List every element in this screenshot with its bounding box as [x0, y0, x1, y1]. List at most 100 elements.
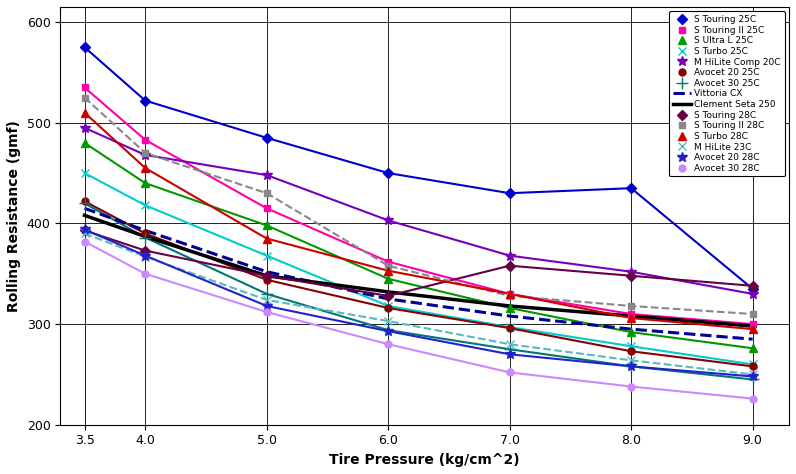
- M HiLite Comp 20C: [626, 269, 636, 274]
- Avocet 30 25C: [140, 235, 150, 240]
- S Turbo 25C: [747, 362, 757, 367]
- M HiLite Comp 20C: [262, 172, 271, 178]
- S Turbo 25C: [80, 170, 89, 176]
- M HiLite 23C: [505, 341, 514, 347]
- S Turbo 28C: [626, 315, 636, 321]
- Avocet 30 28C: [747, 396, 757, 401]
- Avocet 30 28C: [262, 309, 271, 315]
- Line: Avocet 30 28C: Avocet 30 28C: [81, 238, 756, 402]
- X-axis label: Tire Pressure (kg/cm^2): Tire Pressure (kg/cm^2): [330, 453, 520, 467]
- Line: M HiLite 23C: M HiLite 23C: [80, 229, 757, 379]
- S Touring 28C: [262, 273, 271, 279]
- M HiLite 23C: [384, 318, 393, 324]
- S Ultra L 25C: [384, 276, 393, 282]
- Legend: S Touring 25C, S Touring II 25C, S Ultra L 25C, S Turbo 25C, M HiLite Comp 20C, : S Touring 25C, S Touring II 25C, S Ultra…: [669, 11, 785, 176]
- S Touring II 25C: [747, 321, 757, 327]
- S Touring II 25C: [505, 291, 514, 297]
- S Touring 25C: [140, 98, 150, 103]
- S Ultra L 25C: [505, 305, 514, 311]
- S Touring 25C: [262, 135, 271, 141]
- M HiLite Comp 20C: [747, 291, 757, 297]
- S Touring II 28C: [140, 150, 150, 156]
- S Touring 28C: [747, 283, 757, 289]
- S Turbo 28C: [80, 110, 89, 116]
- Avocet 20 25C: [626, 348, 636, 354]
- Line: S Touring 25C: S Touring 25C: [81, 44, 756, 292]
- Line: Avocet 30 25C: Avocet 30 25C: [79, 198, 758, 385]
- M HiLite 23C: [626, 357, 636, 363]
- Avocet 20 25C: [747, 364, 757, 369]
- M HiLite 23C: [747, 372, 757, 377]
- S Touring 25C: [80, 45, 89, 50]
- S Ultra L 25C: [747, 346, 757, 351]
- S Ultra L 25C: [140, 180, 150, 186]
- S Touring 28C: [505, 263, 514, 269]
- S Touring II 28C: [505, 293, 514, 299]
- Line: S Touring 28C: S Touring 28C: [81, 227, 756, 300]
- S Turbo 28C: [505, 291, 514, 297]
- S Touring 28C: [626, 273, 636, 279]
- S Turbo 28C: [384, 268, 393, 273]
- Avocet 30 28C: [140, 271, 150, 277]
- S Touring 25C: [505, 191, 514, 196]
- M HiLite Comp 20C: [80, 125, 89, 131]
- Avocet 30 28C: [80, 239, 89, 245]
- Line: S Turbo 25C: S Turbo 25C: [80, 169, 757, 368]
- S Turbo 28C: [140, 165, 150, 171]
- Avocet 20 25C: [505, 325, 514, 331]
- Avocet 20 25C: [384, 305, 393, 311]
- Avocet 30 28C: [384, 341, 393, 347]
- S Touring II 25C: [80, 85, 89, 91]
- S Turbo 25C: [384, 303, 393, 309]
- S Touring 25C: [626, 185, 636, 191]
- S Touring 25C: [384, 170, 393, 176]
- Y-axis label: Rolling Resistance (gmf): Rolling Resistance (gmf): [7, 120, 21, 312]
- Line: Avocet 20 25C: Avocet 20 25C: [81, 198, 756, 370]
- Avocet 30 25C: [80, 201, 89, 206]
- S Touring II 25C: [140, 137, 150, 143]
- Line: Avocet 20 28C: Avocet 20 28C: [80, 225, 758, 381]
- S Ultra L 25C: [626, 329, 636, 335]
- Avocet 20 28C: [626, 364, 636, 369]
- S Touring II 25C: [384, 259, 393, 264]
- S Touring II 25C: [626, 311, 636, 317]
- S Ultra L 25C: [262, 223, 271, 228]
- Avocet 20 28C: [505, 351, 514, 357]
- S Touring 28C: [384, 293, 393, 299]
- M HiLite Comp 20C: [505, 253, 514, 258]
- Avocet 30 28C: [505, 370, 514, 375]
- S Turbo 28C: [747, 326, 757, 332]
- S Touring II 28C: [626, 303, 636, 309]
- Avocet 30 25C: [747, 377, 757, 383]
- S Touring II 28C: [384, 263, 393, 269]
- Avocet 20 25C: [262, 277, 271, 283]
- S Turbo 28C: [262, 236, 271, 241]
- S Ultra L 25C: [80, 140, 89, 146]
- M HiLite Comp 20C: [140, 152, 150, 158]
- S Turbo 25C: [262, 253, 271, 258]
- S Turbo 25C: [626, 343, 636, 349]
- M HiLite 23C: [140, 254, 150, 259]
- S Touring II 28C: [262, 191, 271, 196]
- S Turbo 25C: [140, 202, 150, 208]
- Line: S Ultra L 25C: S Ultra L 25C: [80, 139, 757, 353]
- Avocet 30 25C: [626, 364, 636, 369]
- M HiLite Comp 20C: [384, 218, 393, 223]
- S Touring 28C: [80, 228, 89, 233]
- S Touring II 25C: [262, 205, 271, 211]
- Avocet 20 25C: [80, 199, 89, 204]
- Avocet 30 25C: [384, 327, 393, 333]
- Avocet 20 28C: [747, 374, 757, 379]
- Avocet 20 25C: [140, 231, 150, 237]
- Avocet 20 28C: [140, 253, 150, 258]
- S Turbo 25C: [505, 324, 514, 330]
- Avocet 20 28C: [384, 328, 393, 334]
- Line: M HiLite Comp 20C: M HiLite Comp 20C: [80, 123, 758, 299]
- Avocet 30 25C: [505, 346, 514, 352]
- S Touring 28C: [140, 248, 150, 254]
- M HiLite 23C: [80, 231, 89, 237]
- S Touring II 28C: [747, 311, 757, 317]
- Line: S Touring II 28C: S Touring II 28C: [81, 94, 756, 318]
- S Touring 25C: [747, 286, 757, 292]
- Line: S Turbo 28C: S Turbo 28C: [80, 109, 757, 333]
